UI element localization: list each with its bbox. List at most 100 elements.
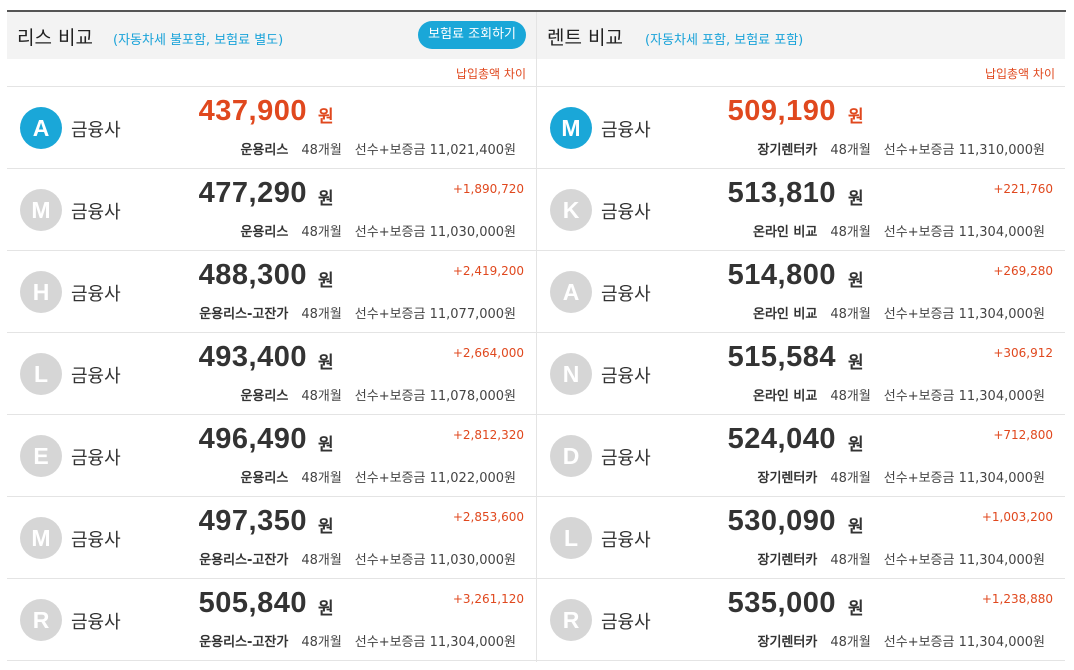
company-name: 금융사 — [71, 120, 121, 141]
company-name: 금융사 — [601, 448, 651, 469]
offer-row[interactable]: M 금융사 497,350 원 +2,853,600 운용리스-고잔가 48개월 선수+보증금… — [7, 497, 536, 579]
offer-row[interactable]: E 금융사 496,490 원 +2,812,320 운용리스 48개월 선수+보증금 11,… — [7, 415, 536, 497]
company-name: 금융사 — [71, 530, 121, 551]
product-type: 온라인 비교 — [752, 307, 818, 322]
offer-row[interactable]: M 금융사 509,190 원 장기렌터카 48개월 선수+보증금 11,310,000원 — [537, 87, 1065, 169]
company-badge: M — [20, 189, 62, 231]
currency-unit: 원 — [318, 353, 334, 373]
offer-row[interactable]: R 금융사 535,000 원 +1,238,880 장기렌터카 48개월 선수+보증금 11… — [537, 579, 1065, 661]
total-diff: +269,280 — [993, 264, 1053, 278]
company-name: 금융사 — [71, 366, 121, 387]
offer-row[interactable]: N 금융사 515,584 원 +306,912 온라인 비교 48개월 선수+보증금 11,… — [537, 333, 1065, 415]
lease-diff-header: 납입총액 차이 — [7, 59, 536, 87]
total-diff: +2,419,200 — [452, 264, 524, 278]
offer-row[interactable]: L 금융사 530,090 원 +1,003,200 장기렌터카 48개월 선수+보증금 11… — [537, 497, 1065, 579]
lease-title: 리스 비교 — [17, 27, 93, 49]
offer-row[interactable]: K 금융사 513,810 원 +221,760 온라인 비교 48개월 선수+보증금 11,… — [537, 169, 1065, 251]
product-type: 운용리스 — [240, 389, 289, 404]
deposit-amount: 선수+보증금 11,304,000원 — [883, 471, 1045, 486]
company-name: 금융사 — [601, 284, 651, 305]
rent-diff-header: 납입총액 차이 — [537, 59, 1065, 87]
currency-unit: 원 — [848, 271, 864, 291]
currency-unit: 원 — [318, 271, 334, 291]
lease-header: 리스 비교 (자동차세 불포함, 보험료 별도) 보험료 조회하기 — [7, 12, 536, 59]
deposit-amount: 선수+보증금 11,030,000원 — [354, 225, 516, 240]
company-badge: K — [550, 189, 592, 231]
company-name: 금융사 — [601, 366, 651, 387]
currency-unit: 원 — [318, 107, 334, 127]
monthly-price: 514,800 — [727, 259, 836, 291]
company-badge: D — [550, 435, 592, 477]
total-diff: +2,853,600 — [452, 510, 524, 524]
insurance-lookup-button[interactable]: 보험료 조회하기 — [418, 21, 526, 49]
offer-row[interactable]: R 금융사 505,840 원 +3,261,120 운용리스-고잔가 48개월 선수+보증금… — [7, 579, 536, 661]
offer-row[interactable]: A 금융사 437,900 원 운용리스 48개월 선수+보증금 11,021,400원 — [7, 87, 536, 169]
monthly-price: 497,350 — [198, 505, 307, 537]
deposit-amount: 선수+보증금 11,304,000원 — [354, 635, 516, 650]
contract-term: 48개월 — [301, 143, 342, 158]
product-type: 장기렌터카 — [757, 635, 818, 650]
company-badge: M — [550, 107, 592, 149]
monthly-price: 524,040 — [727, 423, 836, 455]
company-badge: A — [550, 271, 592, 313]
offer-details: 운용리스 48개월 선수+보증금 11,030,000원 — [240, 221, 516, 240]
company-badge: E — [20, 435, 62, 477]
monthly-price: 513,810 — [727, 177, 836, 209]
offer-details: 운용리스 48개월 선수+보증금 11,078,000원 — [240, 385, 516, 404]
currency-unit: 원 — [318, 435, 334, 455]
total-diff: +306,912 — [993, 346, 1053, 360]
offer-row[interactable]: A 금융사 514,800 원 +269,280 온라인 비교 48개월 선수+보증금 11,… — [537, 251, 1065, 333]
total-diff: +1,238,880 — [981, 592, 1053, 606]
deposit-amount: 선수+보증금 11,077,000원 — [354, 307, 516, 322]
currency-unit: 원 — [848, 353, 864, 373]
offer-details: 운용리스-고잔가 48개월 선수+보증금 11,077,000원 — [199, 303, 516, 322]
monthly-price: 493,400 — [198, 341, 307, 373]
monthly-price: 535,000 — [727, 587, 836, 619]
contract-term: 48개월 — [301, 225, 342, 240]
offer-details: 장기렌터카 48개월 선수+보증금 11,304,000원 — [758, 549, 1046, 568]
contract-term: 48개월 — [301, 307, 342, 322]
rent-rows: M 금융사 509,190 원 장기렌터카 48개월 선수+보증금 11,310,000원 K… — [537, 87, 1065, 661]
contract-term: 48개월 — [830, 471, 871, 486]
contract-term: 48개월 — [301, 553, 342, 568]
offer-details: 온라인 비교 48개월 선수+보증금 11,304,000원 — [753, 303, 1045, 322]
company-badge: M — [20, 517, 62, 559]
rent-diff-header-label: 납입총액 차이 — [984, 67, 1055, 81]
product-type: 장기렌터카 — [757, 471, 818, 486]
product-type: 장기렌터카 — [757, 143, 818, 158]
monthly-price: 505,840 — [198, 587, 307, 619]
offer-details: 장기렌터카 48개월 선수+보증금 11,310,000원 — [758, 139, 1046, 158]
total-diff: +2,664,000 — [452, 346, 524, 360]
offer-row[interactable]: L 금융사 493,400 원 +2,664,000 운용리스 48개월 선수+보증금 11,… — [7, 333, 536, 415]
monthly-price: 515,584 — [727, 341, 836, 373]
offer-details: 장기렌터카 48개월 선수+보증금 11,304,000원 — [758, 631, 1046, 650]
product-type: 운용리스-고잔가 — [199, 307, 289, 322]
company-badge: L — [20, 353, 62, 395]
currency-unit: 원 — [848, 189, 864, 209]
contract-term: 48개월 — [830, 389, 871, 404]
lease-diff-header-label: 납입총액 차이 — [455, 67, 526, 81]
company-name: 금융사 — [601, 202, 651, 223]
offer-row[interactable]: H 금융사 488,300 원 +2,419,200 운용리스-고잔가 48개월 선수+보증금… — [7, 251, 536, 333]
rent-comparison-column: 렌트 비교 (자동차세 포함, 보험료 포함) 납입총액 차이 M 금융사 509,… — [536, 12, 1065, 662]
rent-header: 렌트 비교 (자동차세 포함, 보험료 포함) — [537, 12, 1065, 59]
deposit-amount: 선수+보증금 11,304,000원 — [883, 307, 1045, 322]
currency-unit: 원 — [848, 517, 864, 537]
contract-term: 48개월 — [830, 553, 871, 568]
deposit-amount: 선수+보증금 11,078,000원 — [354, 389, 516, 404]
offer-details: 장기렌터카 48개월 선수+보증금 11,304,000원 — [758, 467, 1046, 486]
total-diff: +2,812,320 — [452, 428, 524, 442]
company-badge: L — [550, 517, 592, 559]
deposit-amount: 선수+보증금 11,310,000원 — [883, 143, 1045, 158]
company-badge: R — [550, 599, 592, 641]
comparison-panel: 리스 비교 (자동차세 불포함, 보험료 별도) 보험료 조회하기 납입총액 차… — [7, 10, 1066, 662]
company-badge: H — [20, 271, 62, 313]
currency-unit: 원 — [318, 599, 334, 619]
product-type: 온라인 비교 — [752, 389, 818, 404]
offer-row[interactable]: D 금융사 524,040 원 +712,800 장기렌터카 48개월 선수+보증금 11,3… — [537, 415, 1065, 497]
offer-row[interactable]: M 금융사 477,290 원 +1,890,720 운용리스 48개월 선수+보증금 11,… — [7, 169, 536, 251]
currency-unit: 원 — [848, 599, 864, 619]
monthly-price: 530,090 — [727, 505, 836, 537]
company-name: 금융사 — [71, 284, 121, 305]
total-diff: +221,760 — [993, 182, 1053, 196]
